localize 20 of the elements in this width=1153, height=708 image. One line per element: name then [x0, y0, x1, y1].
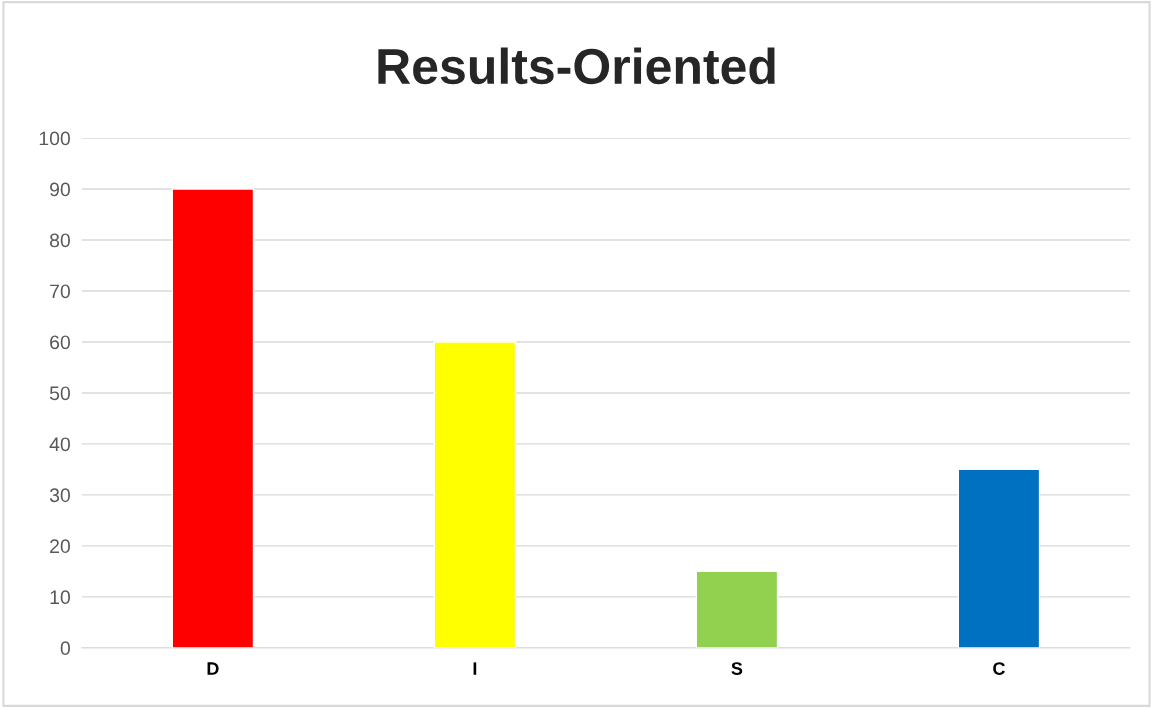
- x-tick-label: C: [993, 662, 1005, 675]
- chart-title: Results-Oriented: [378, 47, 775, 85]
- bar: [433, 341, 517, 648]
- y-tick-label: 90: [50, 182, 70, 197]
- y-tick-label: 60: [50, 335, 70, 350]
- y-tick-label: 30: [49, 488, 70, 503]
- bar: [695, 570, 779, 648]
- y-tick-label: 70: [50, 284, 70, 299]
- y-tick-label: 20: [50, 539, 70, 554]
- y-tick-label: 100: [39, 131, 70, 146]
- y-tick-label: 40: [49, 437, 70, 452]
- y-tick-label: 0: [60, 641, 70, 656]
- bar: [171, 188, 255, 648]
- x-tick-label: S: [731, 662, 743, 675]
- y-tick-label: 10: [50, 590, 70, 605]
- bar: [957, 468, 1041, 648]
- y-tick-label: 50: [49, 386, 70, 401]
- y-tick-label: 80: [49, 233, 70, 248]
- x-tick-label: D: [207, 662, 219, 675]
- x-tick-label: I: [473, 662, 477, 675]
